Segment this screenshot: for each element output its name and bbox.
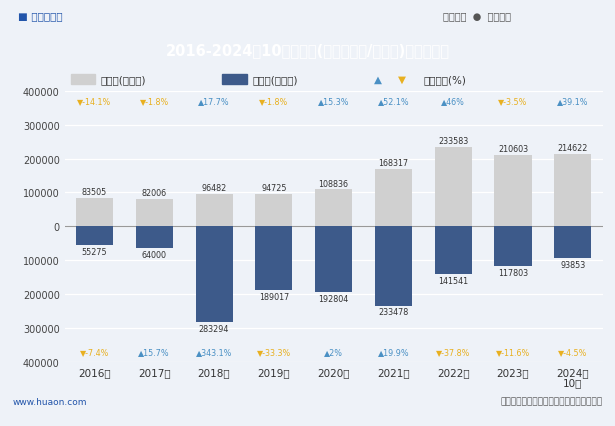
Bar — [375, 227, 412, 306]
Text: ▼-33.3%: ▼-33.3% — [256, 348, 291, 357]
Text: ▲52.1%: ▲52.1% — [378, 97, 409, 106]
Text: www.huaon.com: www.huaon.com — [12, 397, 87, 406]
Text: ▲39.1%: ▲39.1% — [557, 97, 589, 106]
Text: ▲17.7%: ▲17.7% — [198, 97, 230, 106]
Text: 2016-2024年10月绵阳市(境内目的地/货源地)进、出口额: 2016-2024年10月绵阳市(境内目的地/货源地)进、出口额 — [165, 43, 450, 58]
Text: 93853: 93853 — [560, 260, 585, 269]
Text: ▼-37.8%: ▼-37.8% — [436, 348, 470, 357]
Text: 189017: 189017 — [259, 293, 289, 302]
Bar — [196, 227, 232, 322]
Bar — [554, 154, 592, 227]
Text: 96482: 96482 — [202, 183, 227, 193]
Text: 141541: 141541 — [438, 276, 468, 285]
Bar — [255, 227, 292, 291]
Text: 283294: 283294 — [199, 325, 229, 334]
Bar — [315, 190, 352, 227]
Text: ▲2%: ▲2% — [324, 348, 343, 357]
Bar — [494, 155, 531, 227]
Text: 108836: 108836 — [319, 179, 349, 188]
Text: ▲15.3%: ▲15.3% — [318, 97, 349, 106]
Text: 214622: 214622 — [558, 144, 588, 153]
Text: 83505: 83505 — [82, 188, 107, 197]
Text: ▼-14.1%: ▼-14.1% — [77, 97, 111, 106]
Text: ▼-7.4%: ▼-7.4% — [80, 348, 109, 357]
Text: ▲: ▲ — [374, 75, 382, 85]
Bar — [76, 199, 113, 227]
Bar — [136, 199, 173, 227]
Bar — [375, 170, 412, 227]
Text: ▼-1.8%: ▼-1.8% — [259, 97, 288, 106]
Text: ▼-4.5%: ▼-4.5% — [558, 348, 587, 357]
Text: ▲15.7%: ▲15.7% — [138, 348, 170, 357]
Text: 94725: 94725 — [261, 184, 287, 193]
Text: 64000: 64000 — [142, 250, 167, 259]
Bar — [255, 195, 292, 227]
Text: 168317: 168317 — [378, 159, 408, 168]
Bar — [554, 227, 592, 259]
Text: ▲19.9%: ▲19.9% — [378, 348, 409, 357]
Bar — [435, 148, 472, 227]
Text: ▼-3.5%: ▼-3.5% — [498, 97, 528, 106]
Text: ▲46%: ▲46% — [442, 97, 465, 106]
Text: 出口额(万美元): 出口额(万美元) — [101, 75, 146, 85]
Text: 82006: 82006 — [141, 188, 167, 197]
Text: 233478: 233478 — [378, 308, 408, 317]
Bar — [494, 227, 531, 267]
Text: 数据来源：中国海关，华经产业研究院整理: 数据来源：中国海关，华经产业研究院整理 — [501, 397, 603, 406]
Text: 55275: 55275 — [82, 248, 107, 256]
Bar — [435, 227, 472, 275]
Text: 117803: 117803 — [498, 268, 528, 277]
FancyBboxPatch shape — [71, 75, 95, 84]
Text: ▼: ▼ — [399, 75, 407, 85]
Text: 192804: 192804 — [319, 294, 349, 303]
Bar — [136, 227, 173, 248]
FancyBboxPatch shape — [223, 75, 247, 84]
Bar — [315, 227, 352, 292]
Text: ▼-11.6%: ▼-11.6% — [496, 348, 530, 357]
Bar — [76, 227, 113, 245]
Text: ■ 华经情报网: ■ 华经情报网 — [18, 11, 63, 21]
Text: 专业严谨  ●  客观科学: 专业严谨 ● 客观科学 — [443, 11, 511, 21]
Text: 进口额(万美元): 进口额(万美元) — [252, 75, 298, 85]
Text: 同比增长(%): 同比增长(%) — [424, 75, 467, 85]
Text: 210603: 210603 — [498, 145, 528, 154]
Text: ▼-1.8%: ▼-1.8% — [140, 97, 169, 106]
Bar — [196, 194, 232, 227]
Text: ▲343.1%: ▲343.1% — [196, 348, 232, 357]
Text: 233583: 233583 — [438, 137, 469, 146]
